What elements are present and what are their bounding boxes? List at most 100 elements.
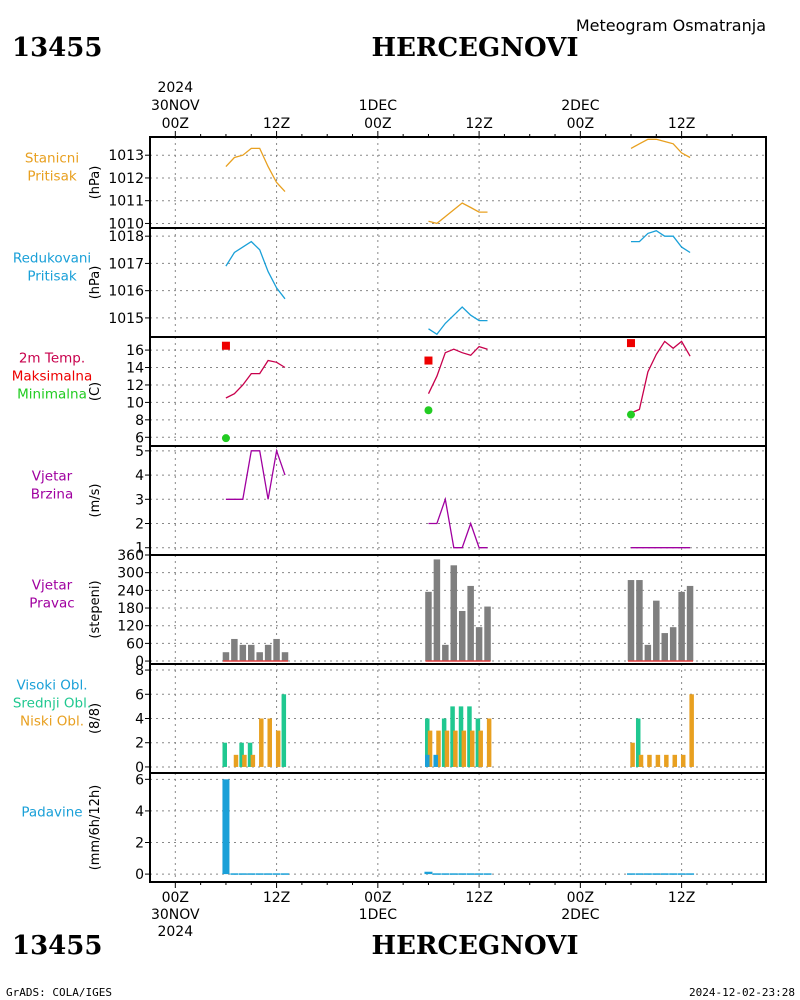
cloud-low-bar: [453, 730, 458, 767]
station-name-bottom: HERCEGNOVI: [372, 931, 579, 961]
panel-vjetar_brzina: 1 2 3 4 5 (m/s) Vjetar Brzina: [31, 444, 767, 557]
precip-bar: [255, 873, 264, 875]
panel-label: Stanicni: [25, 151, 79, 167]
panel-redukovani_pritisak: 1015 1016 1017 1018 (hPa)Redukovani Pritisak: [13, 227, 767, 338]
cloud-high-bar: [425, 754, 430, 767]
precip-bar: [432, 873, 441, 875]
x-tick-label-top: 30NOV: [151, 98, 200, 114]
panel-frame: [149, 445, 767, 556]
x-tick-label-top: 12Z: [668, 116, 695, 132]
y-tick-label: 16: [126, 343, 144, 359]
cloud-low-bar: [689, 694, 694, 767]
y-tick-label: 360: [117, 548, 144, 564]
precip-bar: [660, 873, 669, 875]
plot-area: [225, 448, 691, 549]
cloud-mid-bar: [475, 718, 481, 767]
cloud-mid-bar: [450, 706, 455, 767]
panel-label: Srednji Obl.: [13, 696, 91, 712]
y-tick-label: 1013: [108, 148, 144, 164]
panel-stanicni_pritisak: 1010 1011 1012 1013 (hPa) Stanicni Pritisak: [25, 136, 767, 232]
cloud-mid-bar: [239, 742, 244, 767]
y-tick-label: 1018: [108, 229, 144, 245]
cloud-low-bar: [664, 754, 669, 767]
direction-bar: [222, 652, 230, 662]
x-tick-label-top: 00Z: [162, 116, 189, 132]
direction-bar: [264, 644, 272, 662]
precip-bar: [483, 873, 492, 875]
series-line: [225, 448, 286, 500]
panel-label: Maksimalna: [12, 369, 93, 385]
cloud-low-bar: [267, 718, 272, 767]
tmin-marker: [424, 406, 433, 415]
chart-caption: Meteogram Osmatranja: [576, 16, 766, 35]
cloud-high-bar: [433, 754, 438, 767]
direction-bar: [450, 565, 458, 662]
direction-bar: [627, 580, 635, 662]
direction-bar: [248, 644, 255, 662]
direction-bar: [475, 627, 483, 662]
cloud-low-bar: [470, 730, 475, 767]
panel-label: Visoki Obl.: [16, 678, 87, 694]
y-tick-label: 5: [135, 444, 144, 460]
y-tick-label: 6: [135, 687, 144, 703]
y-tick-label: 0: [135, 867, 144, 883]
y-axis-label: (stepeni): [88, 580, 103, 638]
y-tick-label: 14: [126, 361, 144, 377]
y-tick-label: 4: [135, 712, 144, 728]
x-tick-label-bottom: 00Z: [162, 890, 189, 906]
cloud-mid-bar: [458, 706, 464, 767]
panel-label: 2m Temp.: [19, 351, 85, 367]
direction-bar: [425, 591, 432, 662]
series-line: [428, 496, 488, 549]
panel-label: Brzina: [31, 487, 73, 503]
panel-label: Padavine: [21, 805, 82, 821]
x-tick-label-top: 12Z: [465, 116, 492, 132]
x-tick-label-bottom: 2024: [157, 924, 193, 940]
cloud-mid-bar: [441, 718, 447, 767]
cloud-mid-bar: [425, 718, 430, 767]
precip-bar: [458, 873, 467, 875]
cloud-low-bar: [436, 730, 441, 767]
cloud-mid-bar: [467, 706, 472, 767]
cloud-low-bar: [250, 754, 256, 767]
y-tick-label: 1016: [108, 284, 144, 300]
x-tick-label-bottom: 00Z: [364, 890, 391, 906]
cloud-low-bar: [630, 742, 635, 767]
series-line: [225, 240, 286, 300]
cloud-mid-bar: [635, 718, 641, 767]
cloud-low-bar: [672, 754, 678, 767]
precip-bar: [449, 873, 458, 875]
tmin-marker: [221, 434, 230, 443]
series-line: [427, 345, 488, 394]
y-axis-label: (m/s): [88, 484, 103, 518]
y-tick-label: 120: [117, 619, 144, 635]
y-axis-label: (mm/6h/12h): [88, 785, 103, 871]
y-tick-label: 3: [135, 492, 144, 508]
x-tick-label-bottom: 2DEC: [561, 907, 600, 923]
precip-bar: [281, 873, 290, 875]
precip-bar: [652, 873, 661, 875]
cloud-low-bar: [486, 718, 492, 767]
cloud-low-bar: [444, 730, 450, 767]
y-tick-label: 8: [135, 413, 144, 429]
direction-bar: [256, 652, 263, 662]
precip-bar: [264, 873, 273, 875]
y-tick-label: 240: [117, 583, 144, 599]
y-tick-label: 60: [126, 636, 144, 652]
series-line: [631, 229, 691, 254]
footer-right: 2024-12-02-23:28: [689, 986, 795, 999]
x-tick-label-bottom: 12Z: [465, 890, 492, 906]
cloud-low-bar: [259, 718, 264, 767]
cloud-low-bar: [275, 730, 281, 767]
plot-area: [222, 779, 695, 875]
precip-bar: [635, 873, 644, 875]
x-tick-label-top: 12Z: [263, 116, 290, 132]
station-name-top: HERCEGNOVI: [372, 33, 579, 63]
series-line: [225, 147, 286, 193]
cloud-low-bar: [233, 754, 239, 767]
direction-bar: [231, 638, 238, 662]
y-axis-label: (8/8): [88, 703, 103, 734]
direction-bar: [661, 633, 668, 662]
